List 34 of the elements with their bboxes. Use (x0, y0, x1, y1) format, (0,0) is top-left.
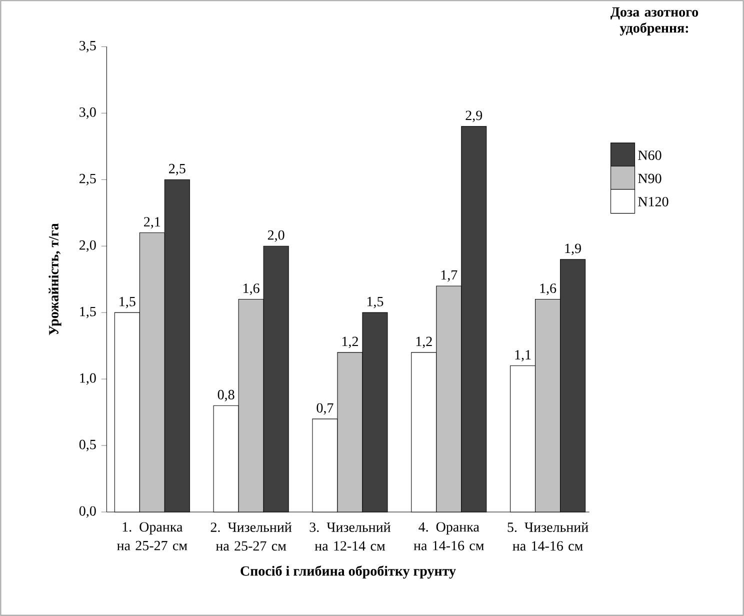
data-label: 1,5 (120, 296, 136, 308)
x-tick-label: 3. Чизельний на 12-14 см (310, 522, 390, 551)
data-label: 0,8 (218, 390, 234, 402)
data-label: 2,9 (466, 110, 482, 122)
x-axis-title: Спосіб і глибина обробітку грунту (240, 566, 456, 579)
y-tick-label: 1,0 (80, 373, 96, 385)
legend-label: N90 (638, 174, 662, 184)
y-tick-label: 2,5 (80, 174, 96, 186)
x-tick-label: 5. Чизельний на 14-16 см (508, 522, 588, 551)
y-tick-label: 0,5 (79, 440, 96, 452)
x-tick-label: 2. Чизельний на 25-27 см (210, 522, 292, 551)
data-label: 0,7 (316, 403, 334, 415)
data-label: 2,1 (144, 217, 160, 229)
x-tick-label: 1. Оранка на 25-27 см (117, 522, 188, 550)
data-label: 1,7 (441, 270, 458, 282)
data-label: 2,5 (169, 164, 186, 176)
data-label: 2,0 (268, 230, 284, 242)
legend-title: Доза азотного удобрення: (610, 7, 698, 36)
y-tick-label: 1,5 (80, 306, 96, 318)
data-label: 1,6 (540, 284, 556, 295)
data-label: 1,2 (342, 336, 358, 348)
legend-label: N60 (638, 150, 662, 160)
y-tick-label: 3,5 (80, 40, 96, 52)
data-label: 1,5 (367, 296, 384, 308)
y-tick-label: 2,0 (80, 240, 96, 252)
data-label: 1,2 (416, 336, 432, 348)
data-label: 1,6 (244, 284, 260, 295)
data-label: 1,1 (515, 350, 531, 362)
y-tick-label: 3,0 (80, 107, 96, 119)
data-label: 1,9 (565, 244, 581, 256)
y-axis-title: Урожайність, т/га (48, 223, 62, 336)
y-tick-label: 0,0 (79, 506, 96, 518)
legend-label: N120 (638, 196, 668, 206)
x-tick-label: 4. Оранка на 14-16 см (414, 522, 484, 550)
